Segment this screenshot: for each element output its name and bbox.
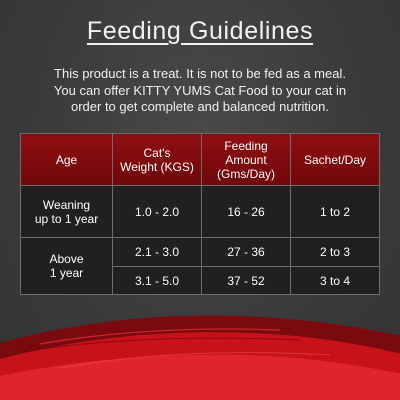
feeding-table: Age Cat's Weight (KGS) Feeding Amount (G… — [20, 133, 380, 295]
swoosh-highlight-stroke — [0, 354, 400, 400]
header-sachet: Sachet/Day — [290, 133, 380, 186]
swoosh-brush-streak — [39, 328, 281, 345]
header-text: Age — [55, 152, 78, 167]
amount-cell: 16 - 26 — [201, 185, 291, 238]
table-header-row: Age Cat's Weight (KGS) Feeding Amount (G… — [20, 133, 380, 186]
age-text: 1 year — [49, 266, 84, 280]
weight-cell: 2.1 - 3.0 — [112, 237, 202, 267]
sachet-cell: 3 to 4 — [290, 266, 380, 295]
age-cell: Weaning up to 1 year — [20, 185, 113, 238]
intro-line: order to get complete and balanced nutri… — [70, 99, 329, 114]
age-cell: Above 1 year — [20, 237, 113, 295]
sachet-cell: 2 to 3 — [290, 237, 380, 267]
intro-line: You can offer KITTY YUMS Cat Food to you… — [53, 82, 347, 98]
header-text: Amount — [225, 152, 267, 167]
intro-line: This product is a treat. It is not to be… — [54, 66, 346, 81]
weight-cell: 1.0 - 2.0 — [112, 185, 202, 238]
header-text: Weight (KGS) — [120, 159, 194, 174]
sachet-cell: 1 to 2 — [290, 185, 380, 238]
amount-cell: 37 - 52 — [201, 266, 291, 295]
age-text: Above — [49, 252, 84, 266]
age-text: Weaning — [42, 197, 91, 212]
amount-cell: 27 - 36 — [201, 237, 291, 267]
table-row: Above 1 year 2.1 - 3.0 27 - 36 2 to 3 — [20, 237, 380, 295]
header-age: Age — [20, 133, 113, 186]
header-text: Sachet/Day — [303, 152, 367, 167]
page-title: Feeding Guidelines — [86, 17, 314, 45]
header-text: (Gms/Day) — [217, 166, 275, 181]
table-row: 3.1 - 5.0 37 - 52 3 to 4 — [21, 266, 380, 295]
swoosh-brush-streak — [59, 352, 331, 369]
weight-cell: 3.1 - 5.0 — [112, 266, 202, 295]
table-row: Weaning up to 1 year 1.0 - 2.0 16 - 26 1… — [20, 185, 380, 238]
age-text: up to 1 year — [34, 211, 99, 226]
header-feeding-amount: Feeding Amount (Gms/Day) — [201, 133, 291, 186]
intro-paragraph: This product is a treat. It is not to be… — [30, 66, 370, 116]
swoosh-brush-streak — [19, 337, 301, 353]
header-text: Cat's — [143, 145, 171, 160]
header-weight: Cat's Weight (KGS) — [112, 133, 202, 186]
header-text: Feeding — [224, 138, 268, 153]
